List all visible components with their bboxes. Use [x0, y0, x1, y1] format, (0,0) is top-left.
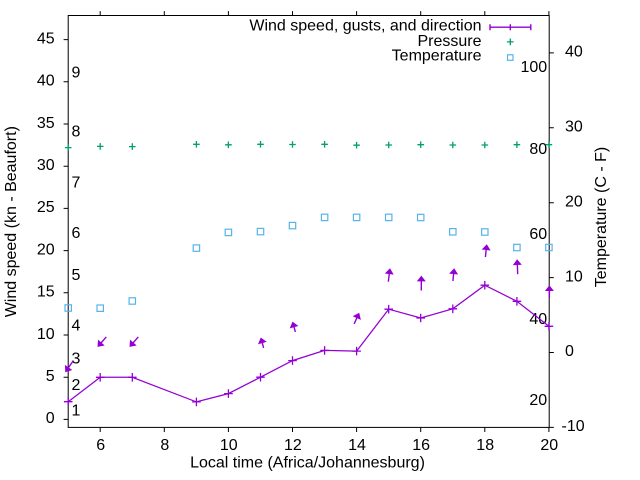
svg-text:Temperature (C - F): Temperature (C - F) — [593, 147, 610, 287]
svg-text:40: 40 — [37, 73, 55, 90]
svg-text:18: 18 — [476, 437, 494, 454]
svg-text:45: 45 — [37, 30, 55, 47]
svg-text:16: 16 — [412, 437, 430, 454]
svg-text:-10: -10 — [562, 418, 585, 435]
svg-text:8: 8 — [72, 124, 81, 141]
svg-text:15: 15 — [37, 284, 55, 301]
svg-text:5: 5 — [72, 267, 81, 284]
svg-text:35: 35 — [37, 115, 55, 132]
svg-text:9: 9 — [72, 65, 81, 82]
svg-text:0: 0 — [565, 343, 574, 360]
svg-text:5: 5 — [46, 368, 55, 385]
svg-text:3: 3 — [72, 351, 81, 368]
svg-text:20: 20 — [565, 193, 583, 210]
svg-text:Wind speed (kn - Beaufort): Wind speed (kn - Beaufort) — [3, 126, 20, 317]
svg-text:Temperature: Temperature — [392, 48, 482, 65]
svg-text:25: 25 — [37, 199, 55, 216]
svg-text:4: 4 — [72, 318, 81, 335]
svg-text:6: 6 — [96, 437, 105, 454]
svg-text:20: 20 — [529, 392, 547, 409]
svg-text:40: 40 — [565, 44, 583, 61]
svg-text:20: 20 — [540, 437, 558, 454]
svg-text:10: 10 — [37, 326, 55, 343]
svg-text:Local time (Africa/Johannesbur: Local time (Africa/Johannesburg) — [190, 455, 425, 472]
svg-text:0: 0 — [46, 410, 55, 427]
svg-text:Pressure: Pressure — [417, 33, 481, 50]
svg-text:6: 6 — [72, 225, 81, 242]
svg-text:20: 20 — [37, 241, 55, 258]
svg-text:80: 80 — [529, 141, 547, 158]
svg-text:12: 12 — [284, 437, 302, 454]
svg-text:100: 100 — [520, 59, 547, 76]
svg-text:60: 60 — [529, 226, 547, 243]
svg-text:1: 1 — [72, 403, 81, 420]
svg-text:30: 30 — [565, 119, 583, 136]
svg-text:2: 2 — [72, 377, 81, 394]
svg-text:Wind speed, gusts, and directi: Wind speed, gusts, and direction — [249, 18, 481, 35]
svg-text:8: 8 — [160, 437, 169, 454]
svg-text:10: 10 — [565, 268, 583, 285]
svg-text:10: 10 — [220, 437, 238, 454]
svg-text:14: 14 — [348, 437, 366, 454]
svg-text:7: 7 — [72, 174, 81, 191]
svg-text:30: 30 — [37, 157, 55, 174]
